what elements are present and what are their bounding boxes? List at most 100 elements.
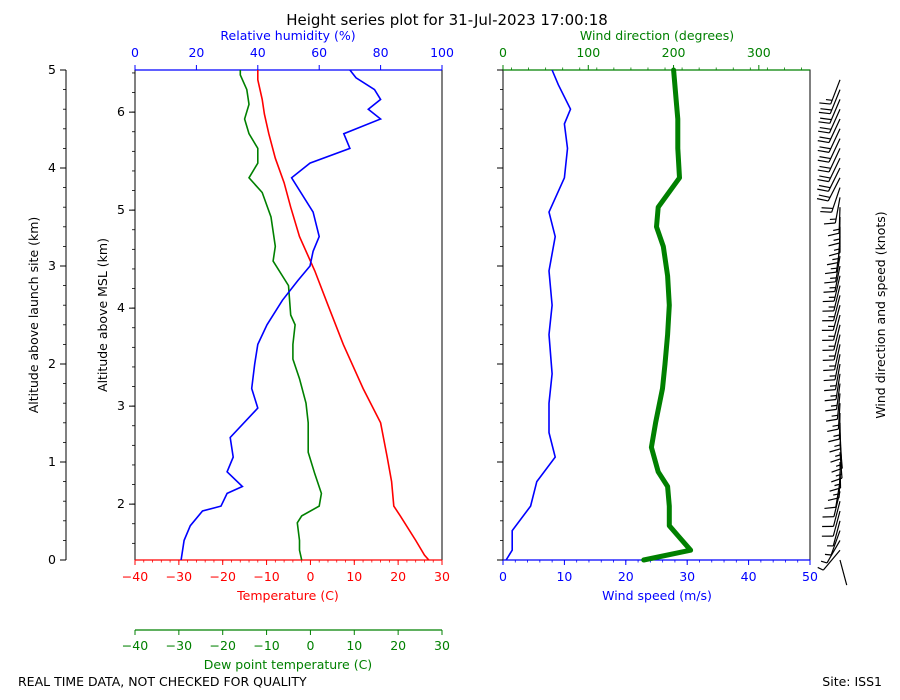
wind-barb-flag: [824, 281, 836, 284]
wind-barb-half-flag: [824, 553, 832, 556]
dewpoint-tick-label: −20: [210, 638, 236, 653]
wind-barb-flag: [827, 232, 840, 237]
wind-panel: 0 10 20 30 40 50 0 100 200 300 Wind direction (de…: [497, 28, 888, 603]
dewpoint-tick-label: 0: [306, 638, 314, 653]
wind-barb-half-flag: [833, 238, 840, 241]
dewpoint-tick-label: −30: [166, 638, 192, 653]
wind-barb-flag: [819, 136, 831, 140]
rh-tick-label: 40: [250, 45, 266, 60]
dewpoint-tick-label: 20: [390, 638, 406, 653]
wind-barb-shaft: [834, 354, 841, 380]
wind-barb: [817, 138, 841, 163]
msl-altitude-tick-label: 3: [117, 398, 125, 413]
wind-barb: [827, 520, 841, 547]
wind-barb-flag: [817, 169, 830, 173]
launch-altitude-tick-label: 0: [48, 552, 56, 567]
wind-barb-half-flag: [834, 483, 841, 487]
wind-barb-flag: [826, 261, 839, 266]
wind-barb-shaft: [838, 207, 841, 234]
wind-barb-flag: [824, 271, 837, 275]
wind-barb-flag: [817, 188, 829, 192]
wind-barb-flag: [819, 102, 831, 105]
wind-barb-flag: [819, 165, 831, 169]
wind-barb: [818, 99, 841, 124]
wind-barb-flag: [818, 111, 831, 115]
wind-direction-tick-label: 300: [747, 45, 771, 60]
wind-barb-shaft: [836, 393, 841, 420]
wind-barb-shaft: [837, 403, 841, 430]
rh-tick-label: 80: [373, 45, 389, 60]
wind-barb-shaft: [833, 324, 841, 351]
wind-barb-half-flag: [833, 434, 840, 437]
wind-barb-shaft: [828, 157, 841, 182]
temperature-tick-label: −20: [210, 569, 236, 584]
wind-barb-shaft: [834, 265, 841, 292]
msl-altitude-label: Altitude above MSL (km): [95, 238, 110, 392]
wind-barb-flag: [827, 497, 840, 501]
wind-speed-axis-label: Wind speed (m/s): [602, 588, 712, 603]
wind-barb-shaft: [833, 275, 841, 302]
wind-barb-shaft: [833, 285, 841, 312]
wind-barb-half-flag: [817, 566, 824, 571]
dewpoint-tick-label: 10: [346, 638, 362, 653]
wind-barb-half-flag: [825, 98, 833, 101]
temperature-tick-label: −40: [122, 569, 148, 584]
launch-altitude-tick-label: 4: [48, 160, 56, 175]
wind-speed-tick-label: 0: [499, 569, 507, 584]
wind-barb-flag: [825, 408, 837, 412]
wind-barb-shaft: [828, 118, 841, 143]
wind-barb-shaft: [832, 501, 841, 527]
launch-altitude-tick-label: 2: [48, 356, 56, 371]
wind-barb-flag: [820, 210, 832, 213]
wind-barb-flag: [828, 438, 840, 443]
thermo-panel: −40 −30 −20 −10 0 10 20 30−40 −30 −20 −10 0 10 20 300 2…: [26, 28, 454, 672]
msl-altitude-tick-label: 4: [117, 300, 125, 315]
wind-barb-flag: [817, 178, 829, 183]
wind-barb: [825, 383, 841, 412]
wind-barb: [817, 118, 841, 144]
temperature-tick-label: −30: [166, 569, 192, 584]
wind-barb: [823, 197, 841, 225]
wind-barb-shaft: [834, 363, 841, 390]
wind-barb-flag: [824, 398, 837, 402]
launch-altitude-tick-label: 3: [48, 258, 56, 273]
dewpoint-line: [239, 70, 323, 561]
wind-barb-shaft: [830, 79, 841, 105]
wind-barb-flag: [819, 126, 832, 130]
wind-barb-half-flag: [835, 473, 842, 477]
wind-barb-half-flag: [834, 444, 841, 447]
wind-barb-flag: [831, 467, 843, 473]
wind-barb: [822, 275, 841, 303]
wind-barb-shaft: [829, 99, 841, 124]
wind-barb-shaft: [835, 256, 841, 282]
rh-axis-label: Relative humidity (%): [220, 28, 355, 43]
wind-barb: [820, 540, 841, 564]
wind-barb-shaft: [833, 334, 841, 361]
temperature-line: [257, 70, 430, 561]
wind-barb: [821, 305, 841, 331]
wind-barb: [839, 559, 848, 586]
wind-barb-half-flag: [831, 414, 838, 417]
wind-barb-half-flag: [832, 424, 839, 427]
footer-quality-note: REAL TIME DATA, NOT CHECKED FOR QUALITY: [18, 674, 307, 689]
wind-barb-flag: [818, 194, 831, 198]
wind-barb: [824, 256, 841, 284]
wind-ticks: 0 10 20 30 40 50 0 100 200 300: [497, 45, 818, 584]
dewpoint-tick-label: 30: [434, 638, 450, 653]
wind-barb-flag: [819, 146, 831, 150]
wind-barb-flag: [828, 242, 840, 247]
wind-barb-half-flag: [832, 257, 839, 261]
thermo-ticks: −40 −30 −20 −10 0 10 20 30−40 −30 −20 −10 0 10 20 300 2…: [48, 45, 454, 653]
wind-barb: [817, 148, 841, 173]
wind-barb: [824, 530, 841, 556]
msl-altitude-tick-label: 5: [117, 202, 125, 217]
msl-altitude-tick-label: 6: [117, 104, 125, 119]
wind-barb-shaft: [835, 373, 841, 400]
wind-barb-flag: [819, 156, 831, 160]
temperature-axis-label: Temperature (C): [236, 588, 339, 603]
wind-barb-flag: [830, 457, 842, 463]
wind-barb: [826, 236, 841, 266]
temperature-tick-label: 20: [390, 569, 406, 584]
wind-barb-flag: [816, 198, 829, 202]
